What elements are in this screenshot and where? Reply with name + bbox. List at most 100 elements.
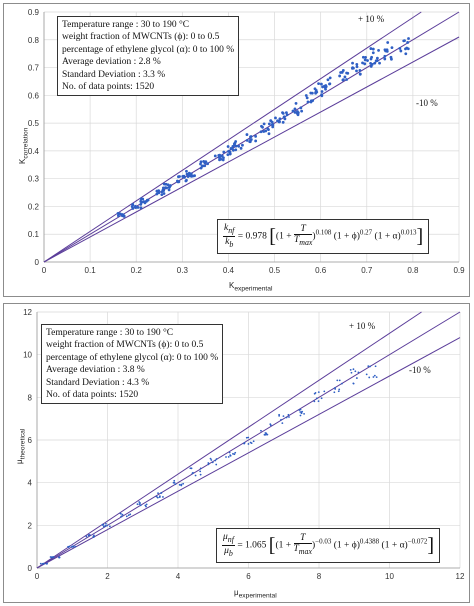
data-point [120,515,123,518]
data-point [101,523,104,526]
data-point [181,175,185,178]
y-tick-label: 2 [28,521,33,530]
data-point [404,52,408,56]
data-point [121,513,124,516]
data-point [199,467,202,470]
chart-2-plus-10-label: + 10 % [349,321,376,331]
data-point [135,205,139,209]
data-point [214,459,217,462]
chart-1-x-axis-label: Kexperimental [229,281,273,293]
chart-panel-thermal-conductivity: 0 0.1 0.2 0.3 0.4 0.5 0.6 0.7 0.8 0.9 0 0.1 0.2 0.3 0.… [3,3,470,297]
data-point [274,116,277,120]
data-point [269,119,273,123]
data-point [315,90,319,94]
data-point [363,62,367,66]
data-point [303,412,305,415]
x-tick-label: 0.2 [131,266,143,275]
y-tick-label: 0.1 [28,230,40,239]
data-point [323,390,326,393]
data-point [378,61,381,65]
data-point [407,37,410,40]
minus-10-percent-line [36,337,461,569]
data-point [317,391,320,394]
data-point [199,160,203,164]
data-point [260,429,262,432]
info-line: Temperature range : 30 to 190 °C [62,20,190,30]
data-point [299,411,302,413]
data-point [213,154,217,158]
data-point [211,461,214,464]
y-tick-label: 0.9 [28,8,40,17]
data-point [320,90,324,93]
chart-1-minus-10-label: -10 % [416,98,438,108]
data-point [287,413,290,416]
data-point [293,107,297,111]
data-point [334,388,337,390]
data-point [232,452,234,455]
data-point [207,462,210,464]
data-point [229,454,232,457]
data-point [233,453,236,456]
data-point [231,144,235,148]
data-point [119,512,122,515]
data-point [259,130,263,134]
data-point [237,144,241,148]
y-tick-label: 0.5 [28,119,40,128]
data-point [338,379,341,382]
info-line: No. of data points: 1520 [46,390,139,401]
chart-2-info-box: Temperature range : 30 to 190 °C weight … [41,324,224,405]
data-point [361,55,365,59]
data-point [239,146,243,150]
data-point [278,117,282,121]
data-point [355,65,359,69]
y-tick-label: 0.7 [28,64,40,73]
data-point [375,376,378,379]
x-tick-label: 0.7 [361,266,373,275]
data-point [185,169,188,173]
data-point [254,139,258,143]
data-point [285,111,288,115]
data-point [300,109,304,113]
data-point [319,82,323,86]
data-point [231,147,234,151]
data-point [357,371,360,374]
data-point [372,376,375,378]
data-point [248,140,252,144]
y-tick-label: 6 [28,436,33,445]
data-point [336,379,339,382]
data-point [368,376,371,379]
data-point [343,75,347,79]
data-point [189,172,193,176]
y-tick-label: 0 [35,258,40,267]
data-point [285,416,288,419]
data-point [263,433,266,436]
data-point [254,134,257,138]
chart-1-equation: knf kb = 0.978 [(1 + T Tmax)0.108 (1 + ϕ)0… [217,219,430,254]
data-point [313,400,316,403]
data-point [245,138,249,142]
data-point [306,100,310,104]
data-point [204,160,208,164]
data-point [355,63,359,66]
data-point [155,192,159,196]
x-tick-label: 0.1 [85,266,97,275]
data-point [139,206,143,210]
data-point [314,392,317,394]
data-point [324,87,327,91]
info-line: weight fraction of MWCNTs (ϕ): 0 to 0.5 [46,340,204,351]
data-point [383,54,387,58]
data-point [345,78,349,81]
data-point [42,562,45,565]
data-point [245,436,248,439]
data-point [72,545,74,548]
chart-1-info-box: Temperature range : 30 to 190 °C weight … [57,16,240,97]
data-point [200,164,204,168]
data-point [406,41,410,44]
data-point [157,492,159,495]
data-point [234,148,238,152]
data-point [350,371,353,374]
data-point [68,545,71,548]
data-point [311,99,315,103]
data-point [309,91,313,95]
data-point [207,463,210,466]
